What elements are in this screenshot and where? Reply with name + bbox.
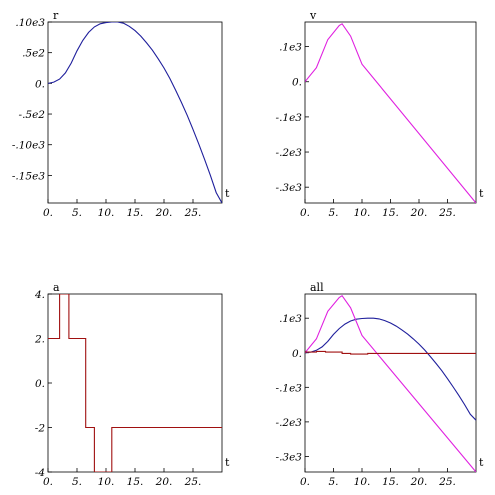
plot-v: 0. 5. 10. 15. 20. 25. .1e3 0. -.1e3 -.2e3 -.3e3 v t bbox=[276, 9, 484, 219]
plot-r: 0. 5. 10. 15. 20. 25. .10e3 .5e2 0. -.5e2 -.10e3 -.… bbox=[12, 9, 230, 219]
y-tick-label: 0. bbox=[292, 77, 302, 89]
plot-frame bbox=[47, 293, 223, 473]
plot-all: 0. 5. 10. 15. 20. 25. .1e3 0. -.1e3 -.2e3 -.3e3 all… bbox=[276, 281, 484, 488]
x-axis-label: t bbox=[225, 187, 230, 200]
x-tick-label: 25. bbox=[184, 207, 202, 219]
y-axis-label: all bbox=[310, 281, 324, 294]
y-axis-label: a bbox=[53, 281, 60, 294]
x-tick-label: 15. bbox=[127, 476, 144, 488]
x-axis-label: t bbox=[479, 456, 484, 469]
x-tick-label: 25. bbox=[184, 476, 202, 488]
plot-a: 0. 5. 10. 15. 20. 25. 4. 2. 0. -2 -4 a t bbox=[34, 281, 230, 488]
x-tick-label: 15. bbox=[127, 207, 144, 219]
x-tick-label: 15. bbox=[382, 476, 399, 488]
x-tick-label: 0. bbox=[43, 207, 53, 219]
x-tick-label: 5. bbox=[328, 476, 338, 488]
x-tick-label: 25. bbox=[438, 476, 456, 488]
x-tick-label: 5. bbox=[328, 207, 338, 219]
y-tick-label: -4 bbox=[35, 467, 45, 479]
y-tick-label: -.1e3 bbox=[276, 112, 303, 124]
y-tick-label: -.1e3 bbox=[276, 382, 303, 394]
series-line bbox=[305, 350, 476, 355]
x-axis-label: t bbox=[225, 456, 230, 469]
x-tick-label: 20. bbox=[410, 207, 428, 219]
x-tick-label: 10. bbox=[98, 476, 115, 488]
x-tick-label: 0. bbox=[300, 207, 310, 219]
x-tick-label: 5. bbox=[72, 207, 82, 219]
y-tick-label: -.3e3 bbox=[276, 182, 303, 194]
y-tick-label: 0. bbox=[35, 78, 45, 90]
x-tick-label: 20. bbox=[155, 207, 173, 219]
y-tick-label: 2. bbox=[34, 334, 45, 346]
y-tick-label: -.2e3 bbox=[276, 417, 303, 429]
x-tick-label: 0. bbox=[300, 476, 310, 488]
y-tick-label: -2 bbox=[35, 423, 46, 435]
plot-frame bbox=[304, 21, 477, 204]
y-tick-label: .10e3 bbox=[15, 17, 45, 29]
y-axis-label: v bbox=[309, 9, 317, 22]
series-line bbox=[48, 294, 222, 472]
x-tick-label: 20. bbox=[155, 476, 173, 488]
x-tick-label: 15. bbox=[382, 207, 399, 219]
series-line bbox=[305, 294, 476, 472]
x-tick-label: 10. bbox=[98, 207, 115, 219]
y-tick-label: 0. bbox=[35, 378, 45, 390]
y-tick-label: 0. bbox=[292, 348, 302, 360]
x-tick-label: 10. bbox=[354, 207, 371, 219]
series-line bbox=[48, 22, 222, 203]
y-tick-label: 4. bbox=[34, 289, 45, 301]
y-axis-label: r bbox=[53, 9, 59, 22]
plot-frame bbox=[47, 21, 223, 204]
y-tick-label: .1e3 bbox=[279, 313, 302, 325]
series-line bbox=[305, 23, 476, 203]
y-tick-label: .1e3 bbox=[279, 42, 302, 54]
x-axis-label: t bbox=[479, 187, 484, 200]
x-tick-label: 0. bbox=[43, 476, 53, 488]
series-line bbox=[305, 317, 476, 421]
y-tick-label: -.15e3 bbox=[12, 170, 45, 182]
y-tick-label: -.10e3 bbox=[12, 140, 45, 152]
x-tick-label: 20. bbox=[410, 476, 428, 488]
y-tick-label: -.5e2 bbox=[19, 109, 46, 121]
x-tick-label: 5. bbox=[72, 476, 82, 488]
y-tick-label: -.3e3 bbox=[276, 451, 303, 463]
y-tick-label: -.2e3 bbox=[276, 147, 303, 159]
x-tick-label: 25. bbox=[438, 207, 456, 219]
x-tick-label: 10. bbox=[354, 476, 371, 488]
y-tick-label: .5e2 bbox=[22, 48, 45, 60]
